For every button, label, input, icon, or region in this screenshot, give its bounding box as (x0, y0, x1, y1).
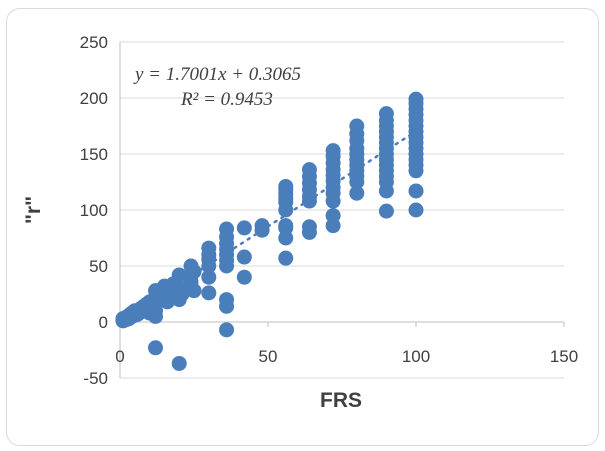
x-tick-labels: 0 50 100 150 (115, 347, 578, 366)
data-point (278, 218, 294, 234)
y-tick-label: 200 (80, 89, 108, 108)
x-tick-label: 150 (550, 347, 578, 366)
data-point (325, 208, 341, 224)
y-axis-title: "r" (22, 196, 45, 224)
data-point (254, 218, 270, 234)
data-point (171, 355, 187, 371)
y-tick-label: 0 (99, 313, 108, 332)
x-tick-label: 50 (259, 347, 278, 366)
data-point (219, 221, 235, 237)
y-tick-labels: -50 0 50 100 150 200 250 (80, 33, 108, 388)
data-points (115, 91, 424, 371)
data-point (378, 203, 394, 219)
y-tick-label: 150 (80, 145, 108, 164)
x-tick-label: 0 (115, 347, 124, 366)
trendline (118, 129, 418, 323)
data-point (148, 308, 164, 324)
y-tick-label: 50 (89, 257, 108, 276)
data-point (349, 118, 365, 134)
data-point (378, 106, 394, 122)
y-tick-label: -50 (83, 369, 108, 388)
data-point (201, 269, 217, 285)
data-point (325, 143, 341, 159)
x-axis-title: FRS (320, 389, 362, 412)
data-point (201, 285, 217, 301)
data-point (219, 322, 235, 338)
data-point (148, 340, 164, 356)
data-point (408, 91, 424, 107)
data-point (278, 178, 294, 194)
data-point (186, 264, 202, 280)
data-point (408, 183, 424, 199)
y-tick-label: 100 (80, 201, 108, 220)
data-point (219, 292, 235, 308)
trendline-equation: y = 1.7001x + 0.3065 (133, 64, 301, 85)
data-point (236, 269, 252, 285)
data-point (349, 185, 365, 201)
data-point (236, 249, 252, 265)
data-point (408, 202, 424, 218)
data-point (301, 162, 317, 178)
data-point (236, 220, 252, 236)
data-point (301, 219, 317, 235)
data-point (278, 250, 294, 266)
data-point (171, 267, 187, 283)
trendline-r-squared: R² = 0.9453 (180, 89, 273, 110)
x-tick-label: 100 (402, 347, 430, 366)
data-point (186, 283, 202, 299)
data-point (201, 240, 217, 256)
y-tick-label: 250 (80, 33, 108, 52)
